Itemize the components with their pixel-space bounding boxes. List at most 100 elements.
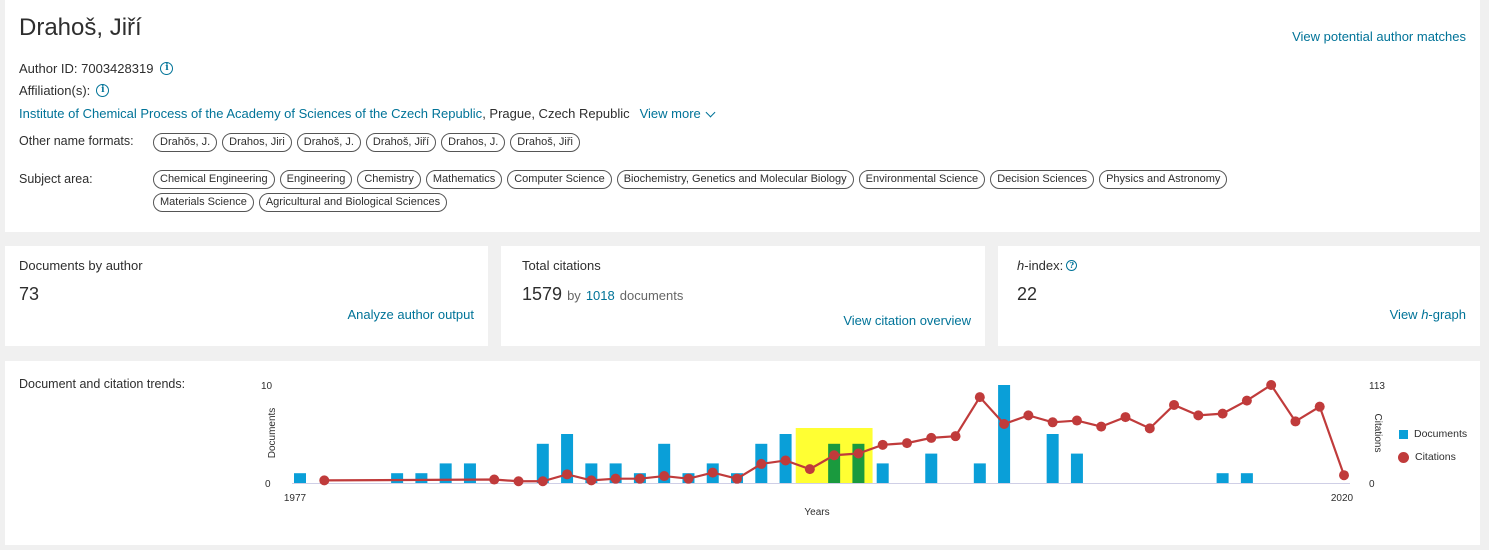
point-citations (1169, 399, 1180, 410)
subject-chip: Materials Science (153, 193, 254, 212)
bar-documents (439, 463, 452, 483)
point-citations (804, 464, 815, 475)
subject-area-label: Subject area: (19, 172, 93, 186)
hindex-label: h-index: ? (1017, 258, 1078, 273)
x-tick-label: 1977 (284, 493, 307, 504)
bar-documents (1070, 453, 1083, 483)
bar-documents (1216, 473, 1229, 483)
point-citations (877, 439, 888, 450)
view-more-button[interactable]: View more (640, 106, 716, 121)
trends-chart: 10 0 113 0 1977 2020 Years Documents Citations (261, 380, 1385, 518)
trends-label: Document and citation trends: (19, 377, 186, 391)
bar-documents (294, 473, 306, 483)
point-citations (1144, 423, 1155, 434)
y-tick-right: 0 (1369, 479, 1375, 490)
subject-chip: Chemical Engineering (153, 170, 275, 189)
bar-documents (828, 443, 841, 483)
point-citations (513, 476, 524, 487)
hindex-metric-card: h-index: ? 22 View h-graph (998, 246, 1480, 346)
documents-metric-card: Documents by author 73 Analyze author ou… (5, 246, 488, 346)
name-format-chip: Drahoš, J. (296, 133, 361, 152)
citations-legend-swatch (1398, 451, 1409, 463)
view-h-graph-h: h (1421, 307, 1429, 322)
point-citations (1193, 410, 1204, 421)
point-citations (1096, 421, 1107, 432)
y-axis-label-left: Documents (267, 408, 278, 459)
citations-label: Total citations (522, 258, 601, 273)
help-icon[interactable]: ? (1066, 260, 1078, 271)
subject-chip: Agricultural and Biological Sciences (258, 193, 448, 212)
author-header-card: Drahoš, Jiří View potential author match… (5, 0, 1480, 232)
point-citations (1266, 380, 1277, 390)
view-h-graph-suffix: -graph (1428, 307, 1466, 322)
other-names-list: Drahǒs, J. Drahos, Jiri Drahoš, J. Draho… (153, 133, 580, 152)
citations-metric-card: Total citations 1579 by 1018 documents V… (501, 246, 985, 346)
chevron-down-icon (705, 107, 716, 117)
point-citations (319, 475, 330, 486)
bar-documents (415, 473, 428, 483)
institution-link[interactable]: Institute of Chemical Process of the Aca… (19, 106, 483, 121)
info-icon[interactable]: i (160, 62, 174, 75)
point-citations (707, 467, 718, 478)
subject-chip: Decision Sciences (990, 170, 1095, 189)
view-h-graph-link[interactable]: View h-graph (1390, 307, 1466, 322)
subject-chip: Environmental Science (858, 170, 986, 189)
point-citations (683, 473, 694, 484)
legend-citations[interactable]: Citations (1398, 451, 1456, 463)
point-citations (1120, 412, 1131, 423)
affiliation-label: Affiliation(s): (19, 83, 91, 98)
citations-by: by (567, 288, 581, 303)
bar-documents (536, 443, 549, 483)
view-citation-overview-link[interactable]: View citation overview (843, 313, 971, 328)
legend-documents[interactable]: Documents (1399, 428, 1467, 440)
bar-documents (876, 463, 889, 483)
point-citations (901, 438, 912, 449)
subject-chip: Physics and Astronomy (1099, 170, 1228, 189)
bar-documents (998, 385, 1011, 483)
hindex-label-h: h (1017, 258, 1025, 273)
hindex-label-rest: -index: (1024, 258, 1064, 273)
subject-chip: Engineering (279, 170, 353, 189)
point-citations (489, 474, 500, 485)
subject-chip: Mathematics (425, 170, 503, 189)
point-citations (732, 473, 743, 484)
point-citations (1217, 408, 1228, 419)
x-tick-label: 2020 (1331, 493, 1354, 504)
point-citations (1290, 416, 1301, 427)
author-id-row: Author ID: 7003428319 i (19, 61, 174, 76)
citations-count: 1579 (522, 284, 563, 304)
analyze-author-output-link[interactable]: Analyze author output (347, 307, 474, 322)
documents-label: Documents by author (19, 258, 143, 273)
view-author-matches-link[interactable]: View potential author matches (1292, 29, 1466, 44)
name-format-chip: Drahoš, Jiři (510, 133, 580, 152)
point-citations (659, 471, 670, 482)
affiliation-row: Affiliation(s): i (19, 83, 110, 98)
citing-documents-link[interactable]: 1018 (585, 288, 615, 303)
author-name: Drahoš, Jiří (19, 14, 142, 41)
other-names-label: Other name formats: (19, 134, 134, 148)
name-format-chip: Drahǒs, J. (153, 133, 218, 152)
point-citations (829, 450, 840, 461)
hindex-value: 22 (1017, 284, 1038, 304)
y-tick-left: 0 (265, 479, 271, 490)
name-format-chip: Drahos, Jiri (222, 133, 292, 152)
point-citations (780, 455, 791, 466)
y-tick-left: 10 (261, 381, 273, 392)
affiliation-info-icon[interactable]: i (96, 84, 110, 97)
view-h-graph-prefix: View (1389, 307, 1422, 322)
bar-documents (391, 473, 404, 483)
point-citations (974, 392, 985, 403)
point-citations (1314, 401, 1325, 412)
citations-legend-label: Citations (1415, 451, 1456, 463)
subject-chip: Chemistry (357, 170, 421, 189)
author-id: Author ID: 7003428319 (19, 61, 154, 76)
point-citations (562, 469, 573, 480)
point-citations (1339, 470, 1349, 481)
x-axis-label: Years (804, 507, 829, 518)
institution-location: , Prague, Czech Republic (482, 106, 630, 121)
documents-legend-swatch (1399, 429, 1408, 439)
y-tick-right: 113 (1369, 381, 1385, 392)
bar-documents (1240, 473, 1253, 483)
point-citations (1071, 415, 1082, 426)
point-citations (610, 473, 621, 484)
